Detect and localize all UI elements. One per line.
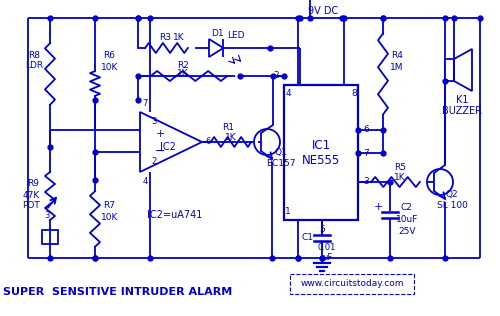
Text: IC2=uA741: IC2=uA741 <box>148 210 203 220</box>
Text: 1K: 1K <box>394 173 406 181</box>
Text: 8: 8 <box>351 88 357 98</box>
Text: 6: 6 <box>363 125 369 135</box>
Text: NE555: NE555 <box>302 154 340 167</box>
Text: 25V: 25V <box>398 228 416 236</box>
Text: LDR: LDR <box>25 62 43 70</box>
Bar <box>445 59 454 81</box>
Text: R8: R8 <box>28 51 40 59</box>
Text: 1K: 1K <box>173 33 185 41</box>
Text: R5: R5 <box>394 163 406 173</box>
Text: R2: R2 <box>177 60 189 70</box>
Text: C1: C1 <box>302 234 314 242</box>
Text: 4: 4 <box>142 177 148 185</box>
Text: 4: 4 <box>285 88 291 98</box>
Text: POT: POT <box>22 202 40 210</box>
Text: −: − <box>155 144 165 157</box>
Text: 2: 2 <box>152 157 156 167</box>
Text: K1: K1 <box>456 95 468 105</box>
Text: R7: R7 <box>103 200 115 210</box>
Text: +: + <box>156 129 164 139</box>
Text: IC1: IC1 <box>312 139 330 152</box>
Text: R1: R1 <box>222 124 234 132</box>
Text: R6: R6 <box>103 51 115 59</box>
Text: BUZZER: BUZZER <box>442 106 482 116</box>
Text: SL 100: SL 100 <box>436 200 468 210</box>
Text: 7: 7 <box>363 149 369 157</box>
Text: R3: R3 <box>159 33 171 41</box>
Text: 1: 1 <box>285 208 291 216</box>
Text: C2: C2 <box>400 203 412 211</box>
Text: www.circuitstoday.com: www.circuitstoday.com <box>300 279 404 289</box>
Text: 10uF: 10uF <box>396 216 418 224</box>
Text: 9V DC: 9V DC <box>308 6 338 16</box>
Text: 3: 3 <box>152 118 156 126</box>
Text: 6: 6 <box>206 137 210 147</box>
Text: D1: D1 <box>210 29 224 39</box>
Text: +: + <box>374 202 382 212</box>
Text: Q2: Q2 <box>446 190 458 198</box>
Text: 1M: 1M <box>390 63 404 71</box>
Text: 1K: 1K <box>225 132 237 142</box>
Text: 7: 7 <box>142 100 148 108</box>
Text: 47K: 47K <box>22 191 40 199</box>
Text: 0.01: 0.01 <box>318 244 336 252</box>
Text: 3: 3 <box>44 210 50 220</box>
Text: Q1: Q1 <box>274 148 287 156</box>
Text: 5: 5 <box>319 224 325 234</box>
Bar <box>284 85 358 220</box>
Text: 1K: 1K <box>177 70 189 78</box>
Bar <box>42 230 58 244</box>
Text: 3: 3 <box>363 178 369 186</box>
FancyBboxPatch shape <box>290 274 414 294</box>
Text: 2: 2 <box>273 71 279 81</box>
Text: 10K: 10K <box>102 212 118 222</box>
Text: R4: R4 <box>391 51 403 59</box>
Text: 10K: 10K <box>102 63 118 71</box>
Text: BC157: BC157 <box>266 159 296 167</box>
Text: LED: LED <box>227 31 245 40</box>
Text: uF: uF <box>322 252 332 262</box>
Text: R9: R9 <box>27 179 39 189</box>
Text: SUPER  SENSITIVE INTRUDER ALARM: SUPER SENSITIVE INTRUDER ALARM <box>4 287 232 297</box>
Text: IC2: IC2 <box>160 142 176 152</box>
